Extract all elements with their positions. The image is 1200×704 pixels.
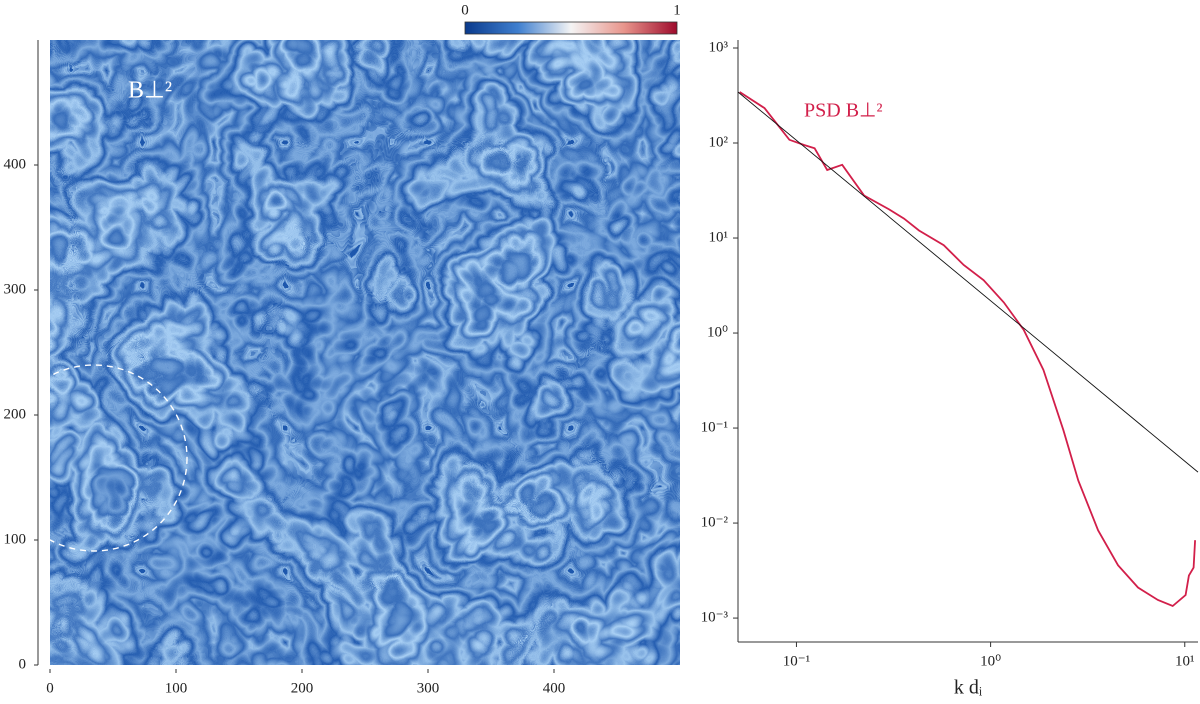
x-tick-label: 0 — [46, 680, 54, 696]
colorbar — [464, 21, 678, 35]
y-tick-label: 10¹ — [709, 229, 729, 245]
y-tick-label: 10⁻¹ — [701, 419, 728, 435]
y-tick-label: 300 — [4, 281, 27, 297]
field-label: B⊥² — [128, 78, 172, 104]
y-tick-label: 0 — [19, 656, 27, 672]
y-tick-label: 200 — [4, 406, 27, 422]
x-tick-label: 10⁻¹ — [783, 653, 810, 669]
series-line — [739, 91, 1196, 608]
x-tick-label: 100 — [165, 680, 188, 696]
x-tick-label: 10⁰ — [980, 653, 1001, 669]
x-tick-label: 10¹ — [1175, 653, 1195, 669]
field-image — [50, 40, 680, 665]
colorbar-tick-label: 0 — [461, 2, 469, 18]
colorbar-tick-label: 1 — [673, 2, 681, 18]
series-line — [737, 91, 1199, 473]
y-tick-label: 10⁻² — [701, 514, 729, 530]
x-axis-title: k dᵢ — [954, 677, 983, 699]
y-tick-label: 10³ — [709, 39, 729, 55]
y-tick-label: 10⁻³ — [701, 610, 729, 626]
y-tick-label: 100 — [4, 531, 27, 547]
y-tick-label: 400 — [4, 156, 27, 172]
y-tick-label: 10² — [709, 134, 729, 150]
x-tick-label: 200 — [291, 680, 314, 696]
y-tick-label: 10⁰ — [707, 324, 728, 340]
series-label: PSD B⊥² — [804, 100, 882, 122]
dashed-circle — [50, 364, 188, 552]
x-tick-label: 300 — [417, 680, 440, 696]
x-tick-label: 400 — [543, 680, 566, 696]
